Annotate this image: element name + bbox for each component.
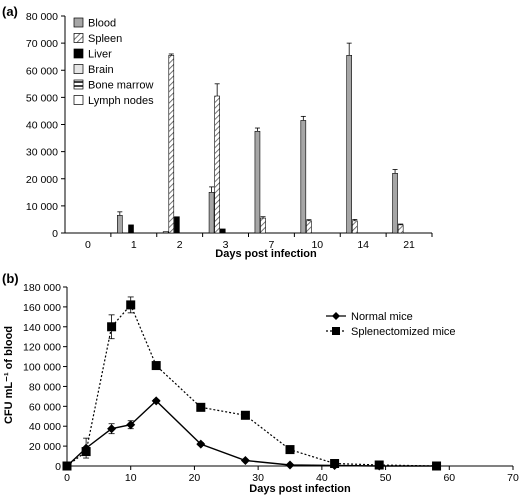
bar bbox=[306, 220, 312, 234]
legend-swatch bbox=[73, 33, 84, 43]
bar-chart-panel: (a) Days post infection 0 10 000 20 000 30 … bbox=[2, 4, 433, 260]
legend-label: Normal mice bbox=[351, 311, 413, 323]
x-tick-label: 7 bbox=[269, 239, 275, 251]
data-point-diamond bbox=[126, 420, 136, 430]
data-point-diamond bbox=[240, 456, 250, 466]
legend-label: Lymph nodes bbox=[88, 95, 154, 107]
data-point-square bbox=[126, 300, 136, 310]
x-tick-label: 30 bbox=[252, 472, 264, 484]
legend: Blood Spleen Liver Brain Bone marrow Lymph no… bbox=[73, 17, 154, 107]
panel-b-y-axis-title: CFU mL⁻¹ of blood bbox=[3, 326, 15, 424]
data-point-square bbox=[330, 459, 340, 469]
y-tick-label: 20 000 bbox=[29, 441, 61, 453]
legend: Normal mice Splenectomized mice bbox=[326, 311, 456, 338]
x-tick-label: 40 bbox=[316, 472, 328, 484]
x-tick-label: 10 bbox=[311, 239, 323, 251]
legend-label: Blood bbox=[88, 18, 116, 30]
data-point-square bbox=[432, 461, 442, 471]
x-tick-label: 2 bbox=[177, 239, 183, 251]
bar bbox=[300, 120, 307, 234]
series-line bbox=[66, 303, 437, 467]
legend-marker-diamond bbox=[332, 312, 340, 320]
bar bbox=[392, 173, 398, 234]
legend-label: Splenectomized mice bbox=[351, 326, 456, 338]
y-tick-label: 60 000 bbox=[26, 65, 58, 77]
data-point-diamond bbox=[285, 460, 295, 470]
data-point-square bbox=[151, 361, 161, 371]
data-point-diamond bbox=[151, 396, 161, 406]
bar bbox=[260, 217, 266, 234]
y-tick-label: 70 000 bbox=[26, 38, 58, 50]
bar bbox=[208, 192, 215, 234]
legend-label: Bone marrow bbox=[88, 80, 153, 92]
bar bbox=[351, 220, 358, 234]
bar bbox=[397, 224, 404, 234]
bar bbox=[168, 55, 175, 234]
bar bbox=[254, 130, 261, 234]
data-point-diamond bbox=[196, 439, 206, 449]
data-point-square bbox=[107, 322, 117, 332]
y-tick-label: 50 000 bbox=[26, 92, 58, 104]
x-tick-label: 1 bbox=[131, 239, 137, 251]
bar bbox=[162, 231, 169, 234]
series-line bbox=[66, 399, 437, 467]
y-tick-label: 140 000 bbox=[23, 322, 61, 334]
y-tick-label: 30 000 bbox=[26, 147, 58, 159]
legend-label: Spleen bbox=[88, 33, 122, 45]
y-tick-label: 100 000 bbox=[23, 362, 61, 374]
x-tick-label: 21 bbox=[403, 239, 415, 251]
y-tick-label: 80 000 bbox=[26, 11, 58, 23]
y-tick-label: 180 000 bbox=[23, 282, 61, 294]
x-tick-label: 60 bbox=[443, 472, 455, 484]
y-tick-label: 120 000 bbox=[23, 342, 61, 354]
x-tick-label: 70 bbox=[507, 472, 519, 484]
bar bbox=[117, 215, 123, 234]
x-tick-label: 10 bbox=[125, 472, 137, 484]
x-tick-label: 0 bbox=[64, 472, 70, 484]
bar bbox=[174, 216, 180, 234]
bar bbox=[219, 228, 226, 234]
data-point-square bbox=[240, 410, 250, 420]
y-tick-label: 10 000 bbox=[26, 201, 58, 213]
bar bbox=[128, 224, 134, 234]
panel-b-label: (b) bbox=[2, 271, 19, 286]
data-point-square bbox=[81, 447, 91, 457]
data-point-square bbox=[62, 461, 72, 471]
data-point-square bbox=[374, 460, 384, 470]
data-point-square bbox=[285, 445, 295, 455]
line-chart-panel: (b) Days post infection CFU mL⁻¹ of bloo… bbox=[2, 271, 519, 495]
y-tick-label: 80 000 bbox=[29, 381, 61, 393]
bar bbox=[346, 55, 352, 234]
legend-label: Liver bbox=[88, 49, 112, 61]
data-point-diamond bbox=[107, 424, 117, 434]
panel-b-x-axis-title: Days post infection bbox=[249, 483, 351, 495]
y-tick-label: 20 000 bbox=[26, 174, 58, 186]
legend-label: Brain bbox=[88, 64, 114, 76]
x-tick-label: 3 bbox=[223, 239, 229, 251]
legend-swatch bbox=[73, 79, 84, 90]
bar bbox=[214, 95, 220, 234]
y-tick-label: 0 bbox=[55, 461, 61, 473]
panel-a-label: (a) bbox=[2, 4, 18, 19]
y-tick-label: 60 000 bbox=[29, 401, 61, 413]
y-tick-label: 40 000 bbox=[29, 421, 61, 433]
legend-swatch bbox=[73, 48, 84, 59]
y-tick-label: 160 000 bbox=[23, 302, 61, 314]
panel-a-x-axis-title: Days post infection bbox=[215, 248, 317, 260]
legend-swatch bbox=[73, 64, 84, 74]
legend-swatch bbox=[73, 17, 84, 28]
legend-swatch bbox=[73, 95, 84, 105]
x-tick-label: 14 bbox=[357, 239, 369, 251]
x-tick-label: 0 bbox=[85, 239, 91, 251]
legend-marker-square bbox=[332, 327, 340, 335]
y-tick-label: 0 bbox=[52, 228, 58, 240]
y-tick-label: 40 000 bbox=[26, 120, 58, 132]
x-tick-label: 50 bbox=[380, 472, 392, 484]
x-tick-label: 20 bbox=[189, 472, 201, 484]
data-point-square bbox=[196, 402, 206, 412]
